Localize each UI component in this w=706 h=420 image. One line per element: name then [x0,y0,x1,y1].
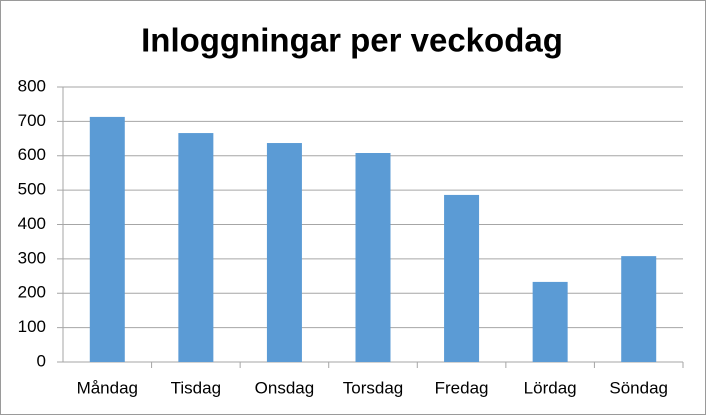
y-tick-label: 600 [18,145,46,164]
x-tick-label: Lördag [524,378,577,397]
x-tick-label: Fredag [435,378,489,397]
y-tick-label: 300 [18,248,46,267]
bar [178,133,214,362]
x-tick-label: Söndag [609,378,668,397]
bar [444,194,480,362]
y-tick-label: 0 [37,351,46,370]
bar [266,143,302,362]
bar [532,281,568,362]
x-tick-label: Måndag [77,378,138,397]
x-tick-label: Torsdag [343,378,403,397]
y-tick-label: 200 [18,283,46,302]
chart-title: Inloggningar per veckodag [141,22,563,59]
bar [621,256,657,362]
y-tick-label: 400 [18,214,46,233]
y-tick-label: 700 [18,111,46,130]
y-tick-label: 500 [18,180,46,199]
y-tick-label: 800 [18,76,46,95]
x-tick-label: Tisdag [171,378,221,397]
y-tick-label: 100 [18,317,46,336]
bar [89,116,125,362]
bar [355,153,391,362]
x-tick-label: Onsdag [255,378,315,397]
